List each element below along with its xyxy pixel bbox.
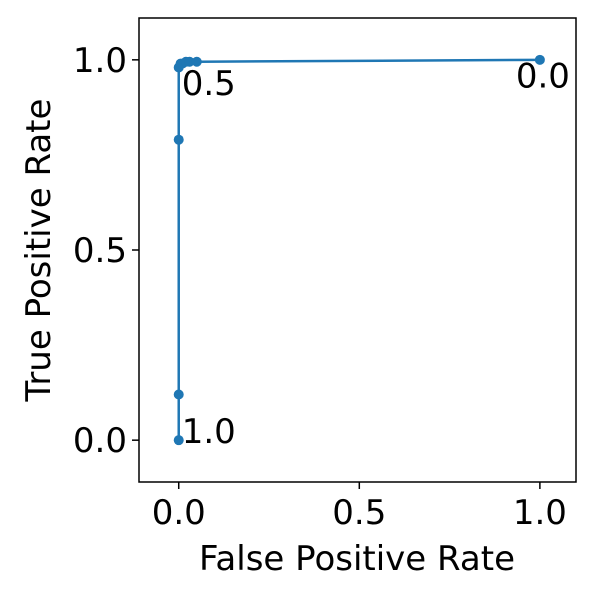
point-label: 0.5 bbox=[182, 64, 236, 104]
point bbox=[173, 435, 184, 446]
y-tick-label: 0.5 bbox=[73, 231, 127, 271]
point-label: 0.0 bbox=[516, 57, 570, 97]
x-axis-label: False Positive Rate bbox=[199, 539, 515, 579]
point bbox=[173, 134, 184, 145]
x-tick-label: 1.0 bbox=[513, 493, 567, 533]
y-tick-label: 1.0 bbox=[73, 41, 127, 81]
point bbox=[173, 389, 184, 400]
y-axis-label: True Positive Rate bbox=[19, 99, 59, 403]
roc-line bbox=[177, 58, 540, 441]
x-tick-label: 0.0 bbox=[152, 493, 206, 533]
x-tick-label: 0.5 bbox=[332, 493, 386, 533]
point bbox=[184, 56, 195, 67]
point bbox=[534, 54, 545, 65]
point-label: 1.0 bbox=[182, 412, 236, 452]
point bbox=[191, 56, 202, 67]
y-tick-label: 0.0 bbox=[73, 421, 127, 461]
